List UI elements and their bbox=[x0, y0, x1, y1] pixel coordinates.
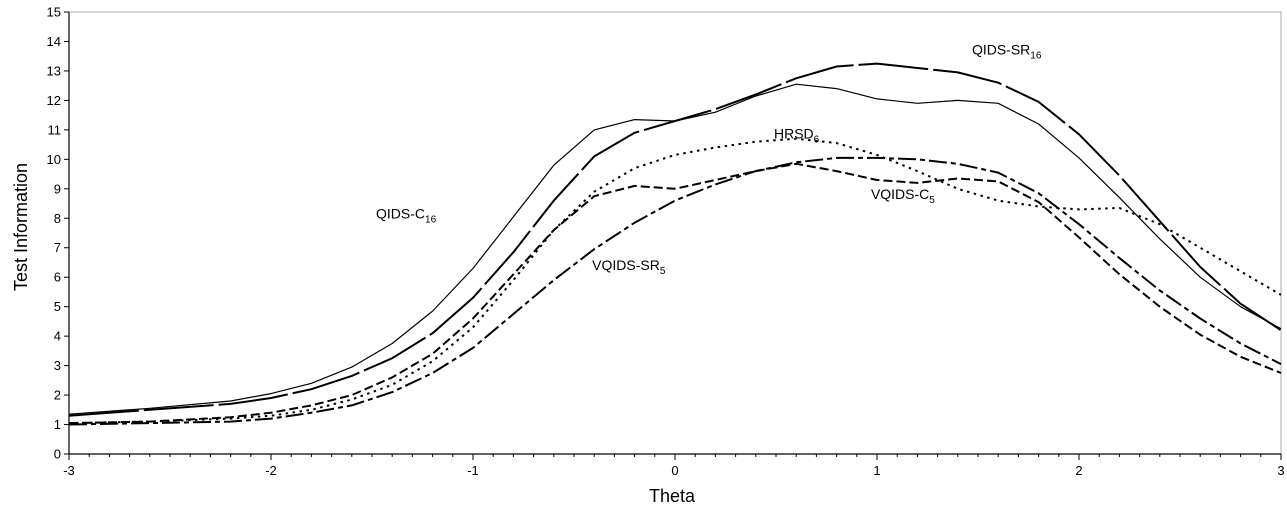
curve-label-subscript: 5 bbox=[660, 266, 666, 277]
x-tick-label: -2 bbox=[265, 463, 277, 478]
x-tick-label: 2 bbox=[1075, 463, 1082, 478]
y-tick-label: 3 bbox=[54, 358, 61, 373]
series-line-qids-sr16 bbox=[68, 62, 1282, 417]
y-tick-label: 7 bbox=[54, 240, 61, 255]
curve-label-hrsd6: HRSD6 bbox=[774, 126, 820, 146]
x-tick-label: -1 bbox=[467, 463, 479, 478]
series-line-vqids-sr5 bbox=[68, 156, 1282, 426]
curve-label-qids-sr16: QIDS-SR16 bbox=[972, 42, 1042, 62]
curve-label-vqids-c5: VQIDS-C5 bbox=[871, 186, 935, 206]
x-axis-title: Theta bbox=[649, 486, 696, 506]
curve-label-subscript: 5 bbox=[929, 195, 935, 206]
curve-label-main: HRSD bbox=[774, 126, 814, 142]
curve-label-subscript: 16 bbox=[425, 214, 437, 225]
curve-label-qids-c16: QIDS-C16 bbox=[376, 205, 437, 225]
y-tick-label: 11 bbox=[48, 122, 62, 137]
y-tick-label: 15 bbox=[47, 5, 61, 20]
series-line-hrsd6 bbox=[68, 137, 1282, 425]
y-tick-label: 0 bbox=[54, 447, 61, 462]
y-tick-label: 1 bbox=[54, 417, 61, 432]
y-tick-label: 13 bbox=[47, 63, 61, 78]
curve-label-main: VQIDS-SR bbox=[592, 257, 660, 273]
x-tick-label: 1 bbox=[873, 463, 880, 478]
curve-label-vqids-sr5: VQIDS-SR5 bbox=[592, 257, 666, 277]
y-tick-label: 8 bbox=[54, 211, 61, 226]
x-tick-label: 0 bbox=[671, 463, 678, 478]
x-tick-label: 3 bbox=[1277, 463, 1284, 478]
y-tick-label: 2 bbox=[54, 388, 61, 403]
y-tick-label: 9 bbox=[54, 181, 61, 196]
y-tick-label: 5 bbox=[54, 299, 61, 314]
y-tick-label: 10 bbox=[47, 152, 61, 167]
curve-label-main: QIDS-SR bbox=[972, 42, 1030, 58]
y-tick-label: 6 bbox=[54, 270, 61, 285]
y-tick-label: 4 bbox=[54, 329, 61, 344]
x-tick-label: -3 bbox=[63, 463, 75, 478]
series-line-qids-c16 bbox=[68, 83, 1282, 415]
y-axis-title: Test Information bbox=[11, 163, 31, 291]
curve-label-main: VQIDS-C bbox=[871, 186, 929, 202]
curve-label-subscript: 16 bbox=[1030, 51, 1042, 62]
series-lines bbox=[68, 62, 1282, 426]
curve-label-main: QIDS-C bbox=[376, 205, 425, 221]
y-tick-label: 12 bbox=[47, 93, 61, 108]
y-tick-label: 14 bbox=[47, 34, 61, 49]
curve-label-subscript: 6 bbox=[814, 135, 820, 146]
